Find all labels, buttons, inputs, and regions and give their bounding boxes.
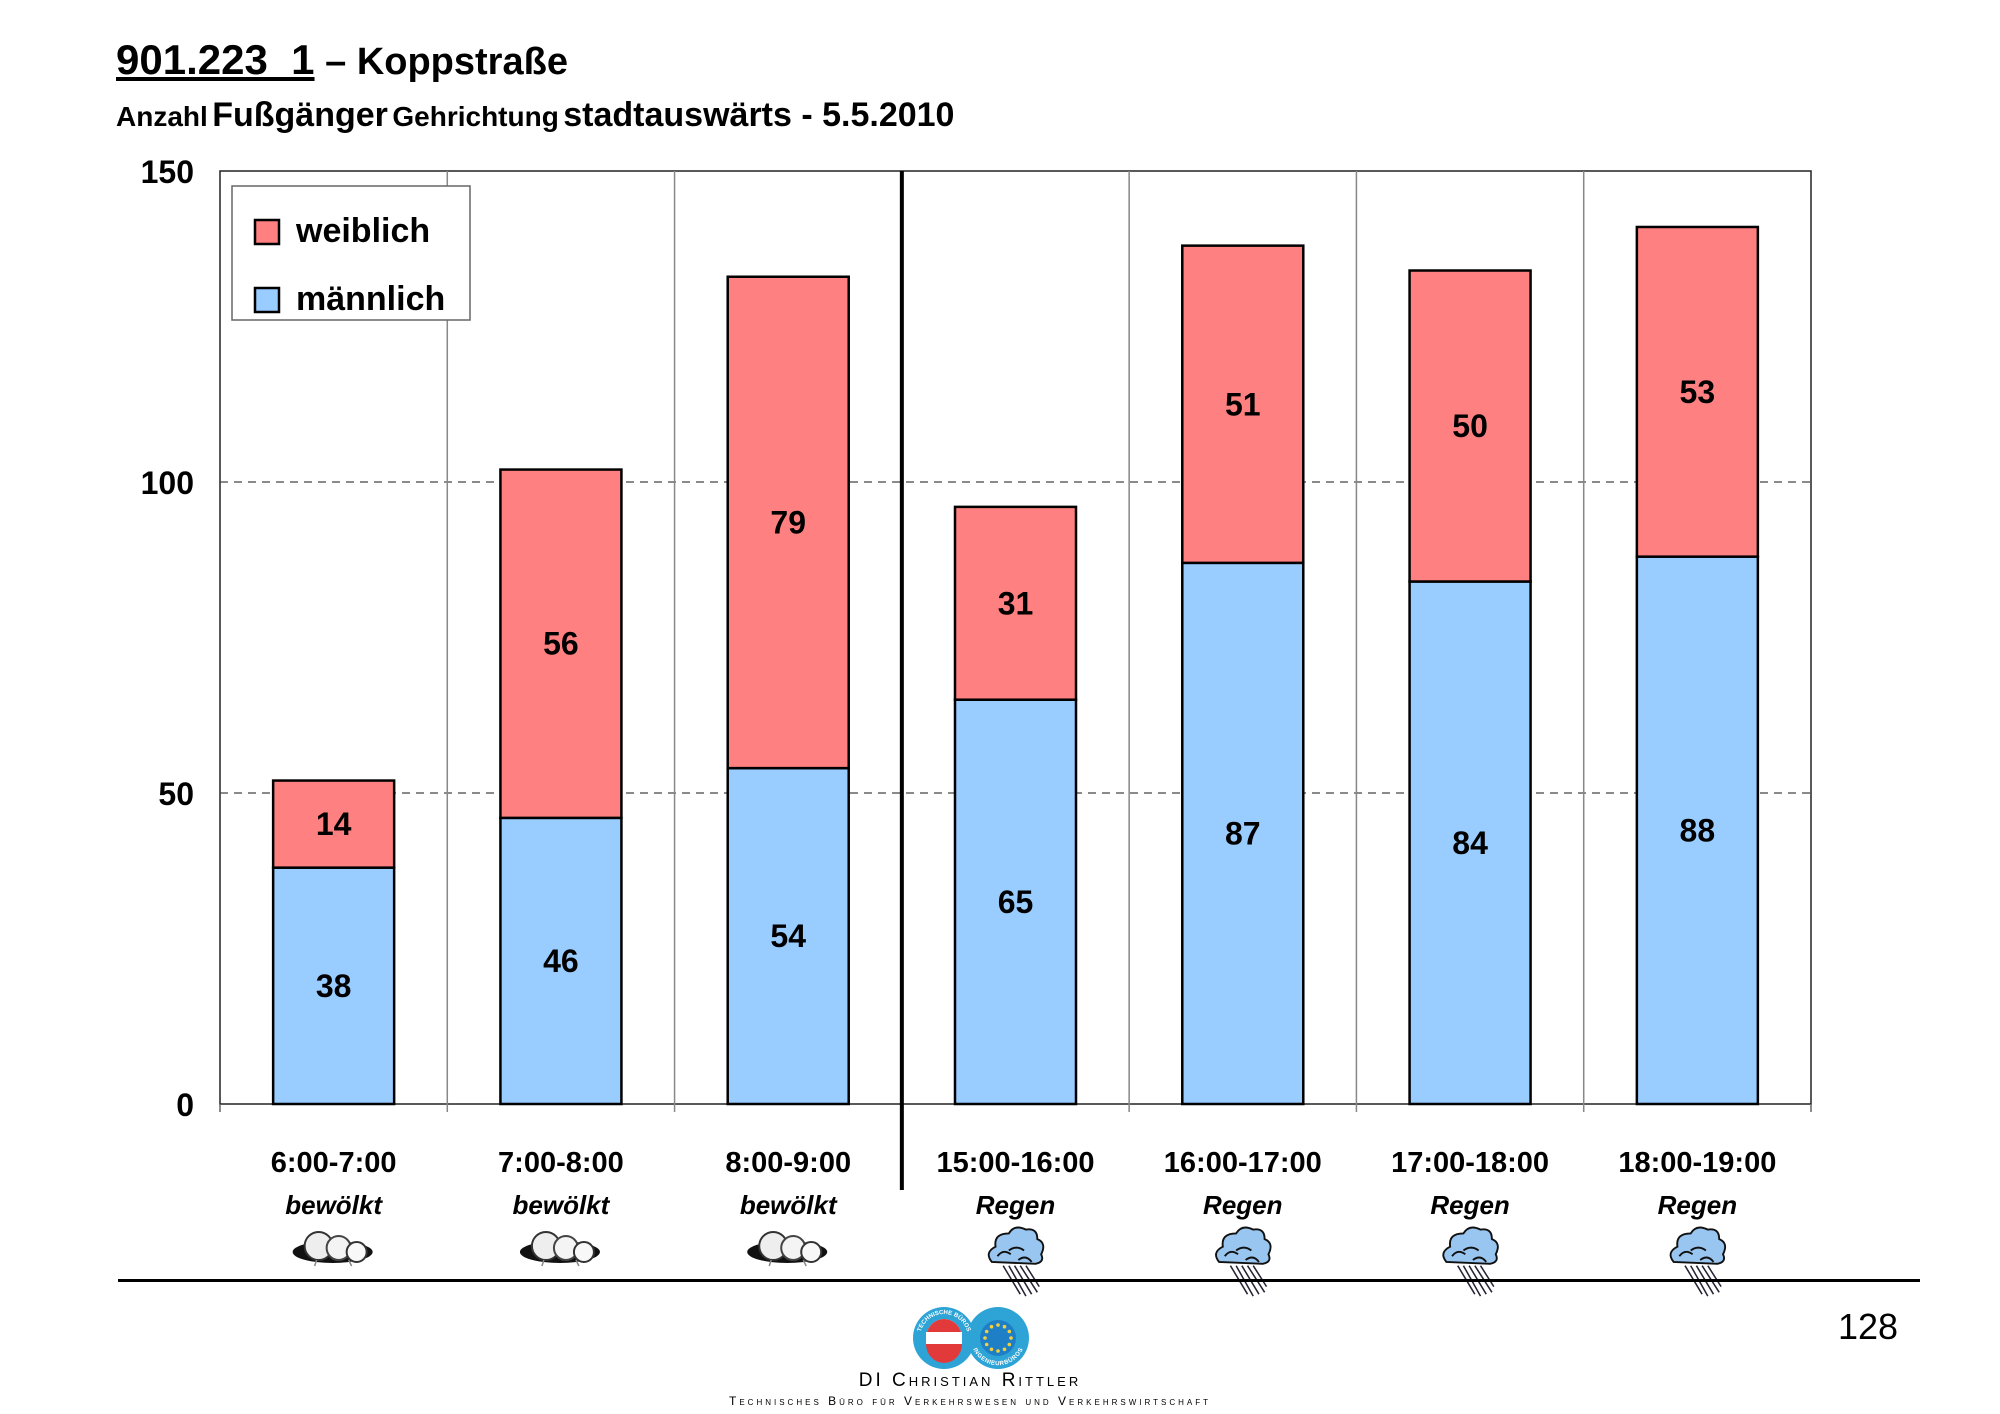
bar-maennlich (271, 866, 396, 1106)
rain-cloud-icon (987, 1226, 1045, 1298)
bar-maennlich (1635, 555, 1760, 1106)
chart-subtitle: Anzahl Fußgänger Gehrichtung stadtauswär… (116, 96, 954, 135)
subtitle-part: stadtauswärts - 5.5.2010 (563, 96, 955, 134)
data-label-maennlich: 46 (543, 943, 579, 979)
data-label-weiblich: 31 (998, 585, 1034, 621)
bar-weiblich (1181, 244, 1305, 565)
eu-stars-emblem-icon (967, 1307, 1029, 1369)
y-tick-label: 0 (176, 1087, 194, 1123)
subtitle-part: Fußgänger (212, 96, 388, 134)
bar-maennlich (726, 766, 850, 1106)
data-label-weiblich: 51 (1225, 386, 1261, 422)
legend-label: männlich (296, 280, 445, 318)
company-name: DI Christian Rittler (858, 1370, 1082, 1391)
data-label-maennlich: 65 (998, 884, 1034, 920)
legend-swatch (253, 286, 281, 314)
weather-label: bewölkt (513, 1190, 611, 1220)
weather-label: bewölkt (285, 1190, 383, 1220)
x-tick-label: 16:00-17:00 (1164, 1147, 1322, 1179)
data-label-maennlich: 38 (316, 968, 352, 1004)
data-label-weiblich: 14 (316, 806, 352, 842)
bar-weiblich (726, 275, 850, 770)
x-tick-label: 18:00-19:00 (1618, 1147, 1776, 1179)
data-label-maennlich: 88 (1680, 812, 1716, 848)
data-label-maennlich: 87 (1225, 815, 1261, 851)
x-tick-label: 15:00-16:00 (937, 1147, 1095, 1179)
company-tagline: Technisches Büro für Verkehrswesen und V… (729, 1394, 1211, 1408)
page-title: 901.223_1 – Koppstraße (116, 36, 568, 84)
data-label-weiblich: 56 (543, 626, 579, 662)
bar-weiblich (499, 468, 623, 820)
y-tick-label: 100 (141, 465, 194, 501)
rain-cloud-icon (1442, 1226, 1499, 1298)
street-name: Koppstraße (356, 41, 568, 83)
x-tick-label: 6:00-7:00 (271, 1147, 397, 1179)
page-number: 128 (1838, 1306, 1899, 1347)
rain-cloud-icon (1669, 1226, 1727, 1298)
bar-weiblich (953, 505, 1078, 701)
data-label-maennlich: 84 (1452, 825, 1488, 861)
data-label-maennlich: 54 (770, 918, 806, 954)
subtitle-part: Anzahl (116, 101, 208, 132)
weather-label: Regen (1203, 1190, 1282, 1220)
rain-cloud-icon (1214, 1226, 1272, 1298)
data-label-weiblich: 79 (770, 504, 806, 540)
bar-maennlich (1181, 561, 1305, 1106)
legend-label: weiblich (295, 212, 430, 250)
bar-weiblich (1408, 269, 1532, 583)
weather-label: Regen (1430, 1190, 1509, 1220)
data-label-weiblich: 50 (1452, 408, 1488, 444)
footer-divider (118, 1279, 1920, 1282)
company-logo: TECHNISCHE BÜROS INGENIEURBÜROS (913, 1307, 1029, 1369)
data-label-weiblich: 53 (1680, 374, 1716, 410)
title-dash: – (325, 41, 347, 83)
cloud-icon (518, 1231, 601, 1267)
legend-swatch (253, 218, 281, 246)
weather-label: bewölkt (740, 1190, 838, 1220)
bar-weiblich (1635, 225, 1760, 558)
bar-maennlich (499, 816, 623, 1106)
bar-maennlich (953, 698, 1078, 1106)
x-tick-label: 17:00-18:00 (1391, 1147, 1549, 1179)
y-tick-label: 150 (141, 154, 194, 190)
cloud-icon (746, 1231, 829, 1267)
weather-label: Regen (1658, 1190, 1737, 1220)
x-tick-label: 8:00-9:00 (725, 1147, 851, 1179)
bar-weiblich (271, 779, 396, 869)
y-tick-label: 50 (158, 776, 194, 812)
subtitle-part: Gehrichtung (392, 101, 559, 132)
stacked-bar-chart: 0 50 100 150 38 14 6:00-7:00 bewölkt 46 56 7:00-8:… (141, 154, 1812, 1298)
weather-label: Regen (976, 1190, 1055, 1220)
austria-flag-emblem-icon (913, 1307, 975, 1369)
x-tick-label: 7:00-8:00 (498, 1147, 624, 1179)
cloud-icon (291, 1231, 374, 1267)
bar-maennlich (1408, 580, 1532, 1106)
station-code: 901.223_1 (116, 36, 315, 83)
